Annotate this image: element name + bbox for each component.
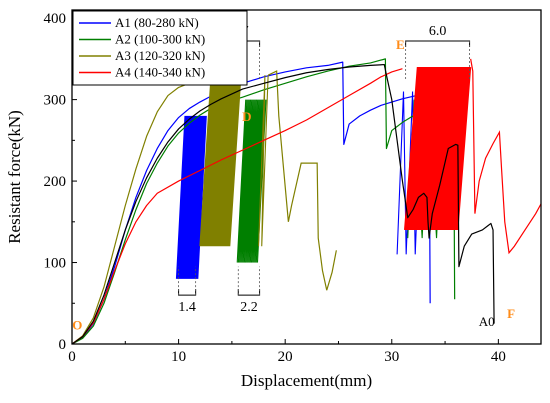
axes: 0 10 20 30 400100200300400Displacement(mm)Re… [5,9,542,390]
y-tick-label: 300 [44,93,67,109]
plot-frame [71,9,542,345]
series-a0-envelope [72,63,495,344]
series-group [72,58,541,344]
y-axis-title: Resistant force(kN) [5,110,24,244]
plot-area [72,58,541,344]
width-bracket [178,289,197,296]
series-a4-cycles [404,66,472,230]
width-bracket [237,289,261,296]
series-a4-tail [470,58,541,255]
point-label: A0 [479,314,495,329]
legend-label: A2 (100-300 kN) [115,32,205,47]
series-a3-tail [267,70,337,291]
point-label: D [242,109,251,124]
x-tick-label: 0 [68,349,76,365]
x-tick-label: 40 [491,349,506,365]
legend-label: A3 (120-320 kN) [115,48,205,63]
width-bracket [405,40,471,47]
legend: A1 (80-280 kN) A2 (100-300 kN)A3 (120-320… [72,10,248,86]
point-label: F [507,306,515,321]
x-axis-title: Displacement(mm) [241,371,372,390]
series-a1-cycles [175,115,207,279]
width-label: 6.0 [429,24,447,39]
point-label: O [72,317,82,332]
y-tick-label: 100 [44,256,67,272]
width-label: 1.4 [178,300,196,315]
series-a3-cycles-late [257,75,269,247]
series-a3-cycles [199,83,241,247]
legend-label: A4 (140-340 kN) [115,65,205,80]
series-a2-envelope [72,58,456,344]
x-tick-label: 20 [278,349,293,365]
x-tick-label: 10 [171,349,186,365]
y-tick-label: 0 [59,337,67,353]
legend-label: A1 (80-280 kN) [115,15,199,30]
width-label: 2.2 [240,300,258,315]
point-label: E [396,37,405,52]
y-tick-label: 400 [44,11,67,27]
series-a4-envelope [72,68,403,344]
x-tick-label: 30 [384,349,399,365]
series-a2-cycles [236,99,267,263]
y-tick-label: 200 [44,174,67,190]
